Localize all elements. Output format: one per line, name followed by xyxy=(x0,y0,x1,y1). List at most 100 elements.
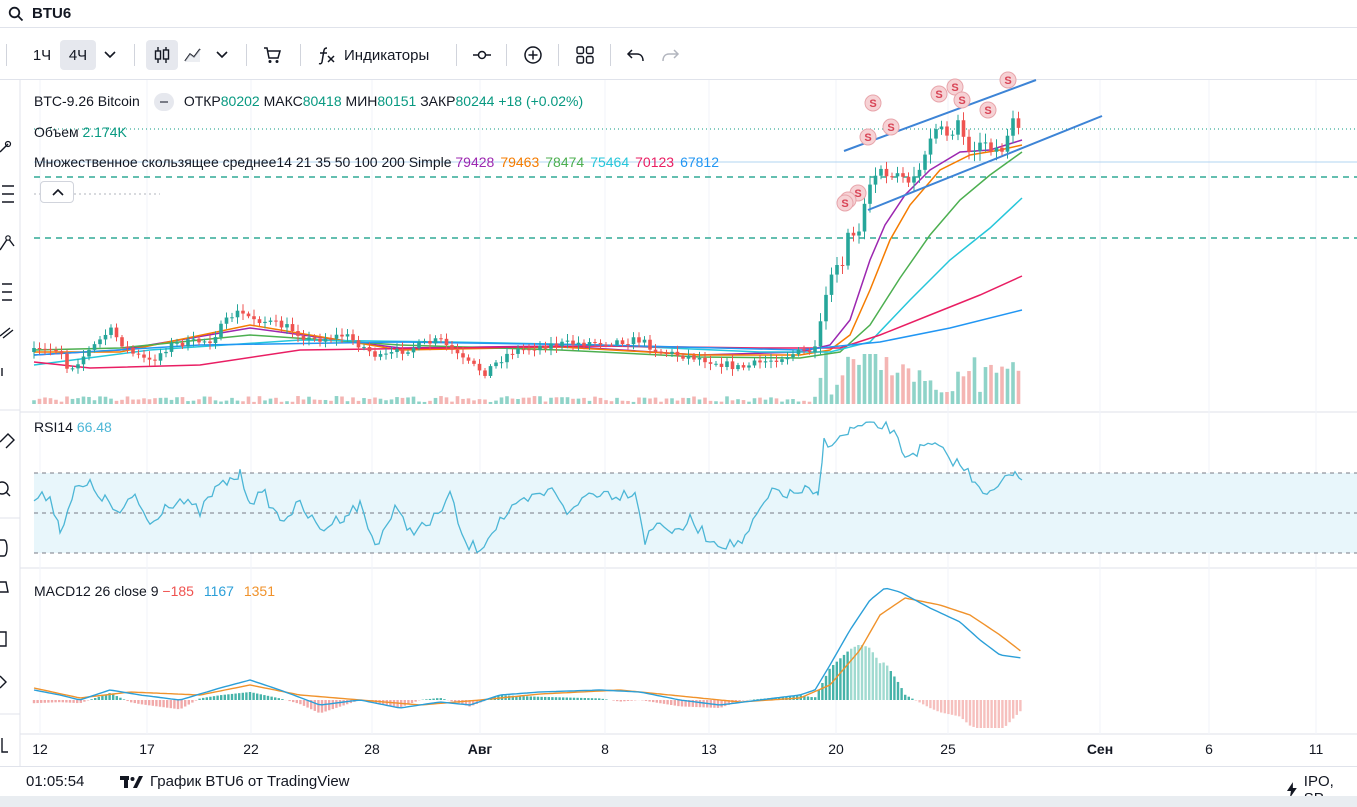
sell-signal-marker[interactable]: S xyxy=(930,85,948,103)
volume-bar xyxy=(455,396,460,404)
volume-bar xyxy=(609,401,614,404)
volume-legend[interactable]: Объем 2.174K xyxy=(34,124,127,140)
volume-bar xyxy=(906,368,911,404)
candle-body xyxy=(741,365,746,368)
eye-tool-icon[interactable] xyxy=(0,675,7,689)
volume-bar xyxy=(983,367,988,404)
rsi-legend[interactable]: RSI14 66.48 xyxy=(34,419,112,435)
undo-button[interactable] xyxy=(622,40,650,70)
area-chart-type-button[interactable] xyxy=(180,40,206,70)
moving-average-line-3[interactable] xyxy=(33,151,1023,359)
candle-body xyxy=(846,232,850,266)
macd-histogram-bar xyxy=(410,700,414,703)
dot-line-icon xyxy=(473,50,491,60)
volume-bar xyxy=(406,397,410,404)
sell-signal-marker[interactable]: S xyxy=(859,128,877,146)
sell-signal-marker[interactable]: S xyxy=(882,118,900,136)
compare-symbol-button[interactable] xyxy=(468,40,496,70)
candle-body xyxy=(455,349,460,354)
ruler-tool-icon[interactable] xyxy=(0,433,15,449)
visibility-tool-icon[interactable] xyxy=(0,631,7,647)
legend-collapse-toggle[interactable] xyxy=(153,93,174,112)
macd-histogram-bar xyxy=(169,700,172,709)
trash-tool-icon[interactable] xyxy=(1,738,8,753)
sell-signal-marker[interactable]: S xyxy=(946,78,964,96)
symbol-search-bar[interactable]: BTU6 xyxy=(0,0,1357,28)
macd-histogram-bar xyxy=(630,700,633,701)
add-alert-button[interactable] xyxy=(518,40,548,70)
candle-body xyxy=(136,353,141,355)
symbol-search-value[interactable]: BTU6 xyxy=(32,5,72,22)
trade-button[interactable] xyxy=(256,40,288,70)
rsi-line[interactable] xyxy=(33,420,1023,554)
sell-signal-marker[interactable]: S xyxy=(836,194,854,212)
macd-histogram-bar xyxy=(310,700,313,710)
marker-label: S xyxy=(958,95,965,107)
indicators-button[interactable]: Индикаторы xyxy=(310,40,446,70)
chart-type-dropdown-button[interactable] xyxy=(210,40,234,70)
trend-line-tool-icon[interactable] xyxy=(0,140,12,153)
candles-chart-type-button[interactable] xyxy=(146,40,178,70)
prediction-tool-icon[interactable] xyxy=(2,283,12,301)
candle-body xyxy=(868,184,872,204)
magnet-tool-icon[interactable] xyxy=(0,539,8,557)
volume-bar xyxy=(356,400,361,404)
sell-signal-marker[interactable]: S xyxy=(953,91,971,109)
intervals-dropdown-button[interactable] xyxy=(98,40,122,70)
macd-histogram-bar xyxy=(511,695,514,700)
lock-tool-icon[interactable] xyxy=(0,581,9,593)
volume-bar xyxy=(142,398,146,404)
brush-tool-icon[interactable] xyxy=(0,327,14,339)
layout-button[interactable] xyxy=(570,40,600,70)
pattern-tool-icon[interactable] xyxy=(0,235,15,251)
candle-body xyxy=(565,340,570,342)
candle-body xyxy=(323,338,328,342)
candle-body xyxy=(224,317,229,324)
macd-histogram-bar xyxy=(994,700,997,728)
zoom-tool-icon[interactable] xyxy=(0,481,11,497)
macd-histogram-bar xyxy=(76,700,79,704)
mma-legend[interactable]: Множественное скользящее среднее14 21 35… xyxy=(34,154,725,170)
macd-histogram-bar xyxy=(40,700,43,703)
candlestick-icon xyxy=(154,47,170,63)
macd-line[interactable] xyxy=(33,587,1021,709)
macd-histogram-bar xyxy=(932,700,936,710)
redo-button[interactable] xyxy=(656,40,684,70)
candle-body xyxy=(384,353,388,355)
symbol-name[interactable]: BTC-9.26 Bitcoin xyxy=(34,93,140,109)
moving-average-line-4[interactable] xyxy=(33,197,1023,366)
volume-bar xyxy=(725,396,729,404)
clock-time[interactable]: 01:05:54 xyxy=(26,773,85,790)
candle-body xyxy=(769,360,773,362)
macd-histogram-bar xyxy=(338,700,342,707)
candle-body xyxy=(972,150,977,152)
moving-average-line-6[interactable] xyxy=(33,309,1023,356)
macd-histogram-bar xyxy=(216,695,219,700)
sell-signal-marker[interactable]: S xyxy=(979,101,997,119)
tradingview-attribution[interactable]: График BTU6 от TradingView xyxy=(120,773,350,790)
macd-histogram-bar xyxy=(526,696,529,700)
macd-legend[interactable]: MACD12 26 close 9 −185 1167 1351 xyxy=(34,583,275,599)
candle-body xyxy=(642,339,647,343)
interval-4h-button[interactable]: 4Ч xyxy=(60,40,96,70)
fib-tool-icon[interactable] xyxy=(2,185,14,203)
macd-histogram-bar xyxy=(90,699,93,700)
macd-histogram-bar xyxy=(544,696,547,700)
macd-histogram-bar xyxy=(976,700,979,728)
interval-1h-button[interactable]: 1Ч xyxy=(32,46,52,64)
macd-histogram-bar xyxy=(1019,700,1022,712)
sell-signal-marker[interactable]: S xyxy=(864,94,882,112)
moving-average-line-1[interactable] xyxy=(33,139,1023,356)
candle-body xyxy=(604,344,608,346)
volume-bar xyxy=(345,401,350,404)
candle-body xyxy=(928,138,933,155)
candle-body xyxy=(285,324,289,328)
trend-channel-lower-line[interactable] xyxy=(867,115,1103,211)
macd-histogram-bar xyxy=(223,694,226,700)
legend-collapse-button[interactable] xyxy=(40,181,74,203)
candle-body xyxy=(131,348,135,354)
candle-body xyxy=(450,345,454,350)
sell-signal-marker[interactable]: S xyxy=(999,71,1017,89)
macd-histogram-bar xyxy=(54,700,57,703)
